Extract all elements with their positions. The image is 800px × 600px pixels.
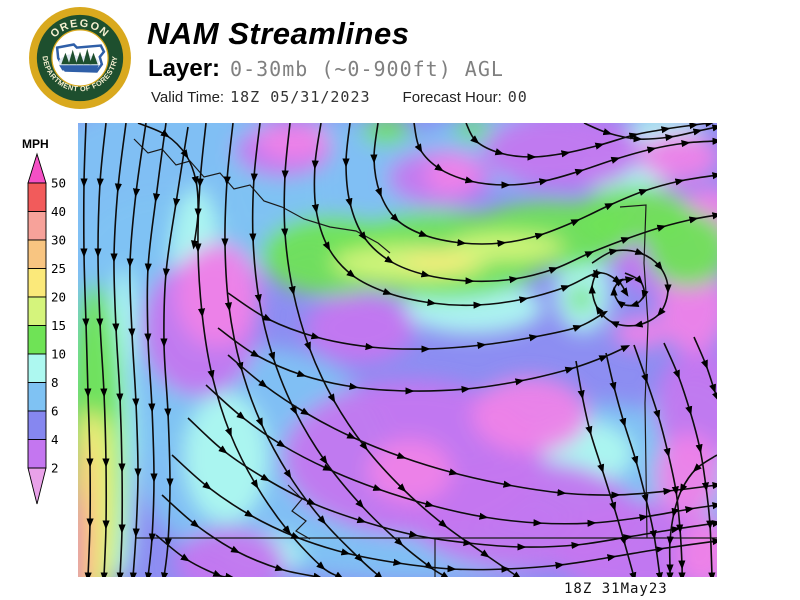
streamline [583, 123, 717, 143]
legend-tick: 2 [51, 461, 59, 476]
streamline [666, 454, 717, 577]
streamline [137, 123, 202, 250]
streamline [161, 494, 323, 577]
legend-title: MPH [22, 137, 49, 151]
forecast-hour-value: 00 [507, 88, 528, 106]
valid-time-label: Valid Time: [151, 89, 225, 106]
legend-tick: 10 [51, 347, 66, 362]
streamline [575, 360, 637, 577]
layer-line: Layer: 0-30mb (~0-900ft) AGL [148, 55, 504, 83]
layer-label: Layer: [148, 55, 221, 82]
streamline [370, 123, 717, 248]
streamline [94, 123, 110, 577]
streamline [110, 123, 127, 577]
streamlines [80, 123, 717, 577]
legend-tick: 6 [51, 404, 59, 419]
legend-tick: 15 [51, 318, 66, 333]
legend-tick: 20 [51, 290, 66, 305]
streamline-map [78, 123, 717, 577]
odf-logo: OREGON DEPARTMENT OF FORESTRY [29, 7, 131, 109]
wind-speed-colorbar: 50 40 30 25 20 15 10 8 6 4 2 [27, 152, 66, 505]
legend-tick: 8 [51, 375, 59, 390]
layer-value: 0-30mb (~0-900ft) AGL [230, 57, 504, 81]
forecast-hour-label: Forecast Hour: [402, 89, 502, 106]
legend-tick: 4 [51, 432, 59, 447]
page-title: NAM Streamlines [147, 16, 410, 51]
legend-tick: 50 [51, 176, 66, 191]
streamline [663, 342, 716, 577]
streamline [80, 123, 94, 577]
legend-tick: 30 [51, 233, 66, 248]
streamline [588, 248, 672, 329]
legend-tick: 40 [51, 204, 66, 219]
streamline [155, 534, 235, 577]
streamline [126, 123, 147, 577]
streamline [144, 123, 167, 577]
logo-state-art [55, 43, 106, 73]
map-timestamp: 18Z 31May23 [564, 581, 668, 597]
legend-tick: 25 [51, 261, 66, 276]
valid-time-value: 18Z 05/31/2023 [230, 88, 371, 106]
valid-time-line: Valid Time: 18Z 05/31/2023 Forecast Hour: 0… [151, 88, 528, 106]
streamline [693, 336, 717, 402]
